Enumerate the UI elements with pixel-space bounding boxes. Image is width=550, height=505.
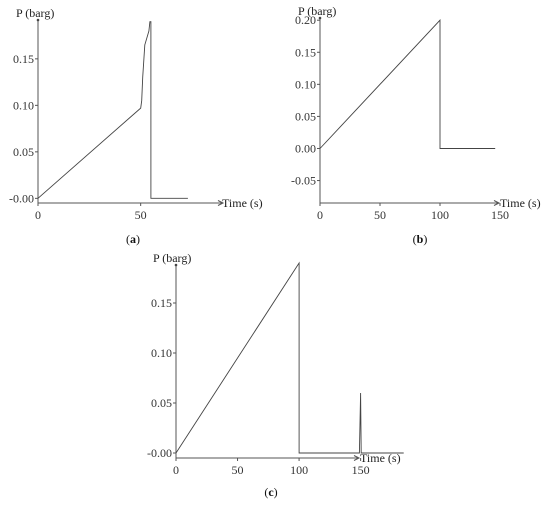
y-tick-label: 0.15 xyxy=(295,45,316,59)
x-axis-label: Time (s) xyxy=(360,451,401,465)
y-tick-label: 0.00 xyxy=(295,141,316,155)
x-tick-label: 50 xyxy=(232,463,244,477)
x-tick-label: 0 xyxy=(173,463,179,477)
y-tick-label: 0.15 xyxy=(13,52,34,66)
y-tick-label: 0.15 xyxy=(151,296,172,310)
pressure-series-line xyxy=(37,21,188,199)
chart-panel-a: 0 50 -0.00 0.05 0.10 0.15 P (barg) Time (s) (a) xyxy=(9,6,263,246)
y-tick-label: 0.10 xyxy=(295,77,316,91)
y-tick-label: 0.20 xyxy=(295,13,316,27)
x-tick-label: 100 xyxy=(431,208,449,222)
y-axis-arrow xyxy=(318,16,322,20)
x-axis-arrow xyxy=(217,200,225,206)
pressure-series-line xyxy=(175,261,404,454)
x-axis-label: Time (s) xyxy=(500,196,541,210)
pressure-series-line xyxy=(319,19,496,149)
y-tick-label: -0.05 xyxy=(291,174,316,188)
y-axis-label: P (barg) xyxy=(16,6,54,20)
y-tick-label: 0.05 xyxy=(151,396,172,410)
y-axis-label: P (barg) xyxy=(153,251,191,265)
x-tick-label: 0 xyxy=(317,208,323,222)
y-axis-arrow xyxy=(36,18,40,22)
x-tick-label: 100 xyxy=(290,463,308,477)
y-axis-arrow xyxy=(174,263,178,267)
panel-label: (c) xyxy=(264,485,277,499)
y-tick-label: 0.05 xyxy=(13,145,34,159)
y-tick-label: 0.10 xyxy=(13,98,34,112)
x-tick-label: 50 xyxy=(374,208,386,222)
x-tick-label: 50 xyxy=(135,208,147,222)
chart-panel-b: 0 50 100 150 -0.05 0.00 0.05 0.10 0.15 0.20P (bar… xyxy=(291,4,541,246)
x-tick-label: 150 xyxy=(352,463,370,477)
x-axis-arrow xyxy=(493,200,501,206)
panel-label: (a) xyxy=(126,232,140,246)
x-axis-label: Time (s) xyxy=(222,196,263,210)
y-tick-label: -0.00 xyxy=(147,446,172,460)
panel-label: (b) xyxy=(413,232,428,246)
y-tick-label: -0.00 xyxy=(9,191,34,205)
x-axis-arrow xyxy=(353,455,361,461)
x-tick-label: 0 xyxy=(35,208,41,222)
y-tick-label: 0.05 xyxy=(295,109,316,123)
chart-panel-c: 0 50 100 150 -0.00 0.05 0.10 0.15 P (barg) Time (… xyxy=(147,251,404,499)
x-tick-label: 150 xyxy=(491,208,509,222)
y-axis-label: P (barg) xyxy=(298,4,336,18)
y-tick-label: 0.10 xyxy=(151,346,172,360)
